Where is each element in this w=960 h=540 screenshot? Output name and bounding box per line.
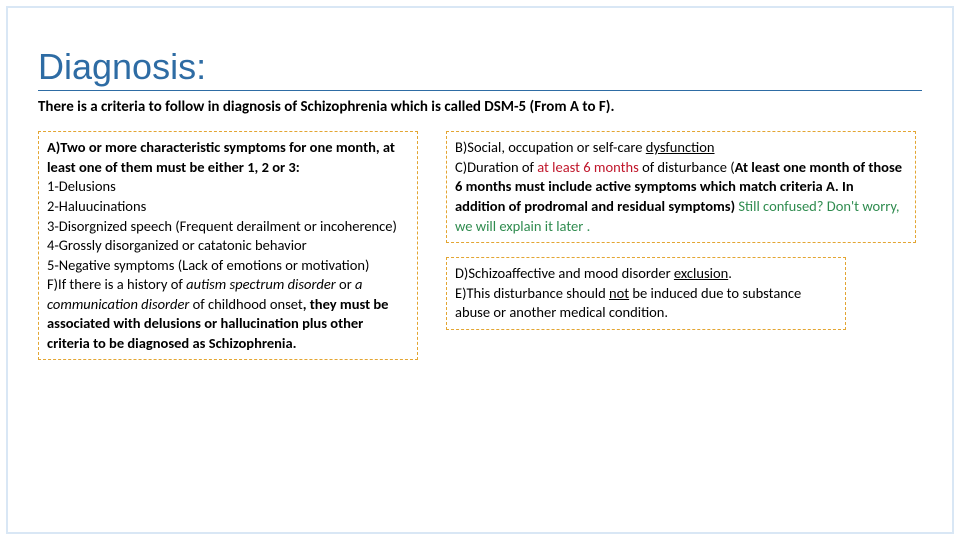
box-b-dysfunction: dysfunction [646, 138, 715, 156]
criteria-box-b-c: B)Social, occupation or self-care dysfun… [446, 131, 916, 243]
box-d-pre: D)Schizoaffective and mood disorder [455, 264, 674, 282]
box-f-mid: or [336, 275, 355, 293]
box-a-item4: 4-Grossly disorganized or catatonic beha… [47, 236, 307, 254]
box-a-item1: 1-Delusions [47, 177, 116, 195]
box-f-pre: F)If there is a history of [47, 275, 186, 293]
subtitle-text: There is a criteria to follow in diagnos… [38, 97, 758, 117]
box-e-pre: E)This disturbance should [455, 284, 609, 302]
slide-content: Diagnosis: There is a criteria to follow… [6, 6, 954, 534]
box-c-pre: C)Duration of [455, 158, 537, 176]
criteria-box-a-f: A)Two or more characteristic symptoms fo… [38, 131, 418, 360]
right-column: B)Social, occupation or self-care dysfun… [446, 131, 922, 330]
box-d-exclusion: exclusion [674, 264, 728, 282]
box-c-post1: of disturbance ( [639, 158, 735, 176]
box-d-dot: . [728, 264, 732, 282]
box-f-em1: autism spectrum disorder [186, 275, 336, 293]
box-e-not: not [609, 284, 629, 302]
columns-container: A)Two or more characteristic symptoms fo… [38, 131, 922, 360]
box-c-6months: at least 6 months [537, 158, 639, 176]
box-a-item3: 3-Disorgnized speech (Frequent derailmen… [47, 217, 397, 235]
box-f-post: of childhood onset [189, 295, 302, 313]
page-title: Diagnosis: [38, 46, 922, 91]
criteria-box-d-e: D)Schizoaffective and mood disorder excl… [446, 257, 846, 330]
box-a-item2: 2-Haluucinations [47, 197, 146, 215]
box-a-item5: 5-Negative symptoms (Lack of emotions or… [47, 256, 369, 274]
box-b-pre: B)Social, occupation or self-care [455, 138, 646, 156]
left-column: A)Two or more characteristic symptoms fo… [38, 131, 418, 360]
box-a-lead: A)Two or more characteristic symptoms fo… [47, 138, 395, 176]
